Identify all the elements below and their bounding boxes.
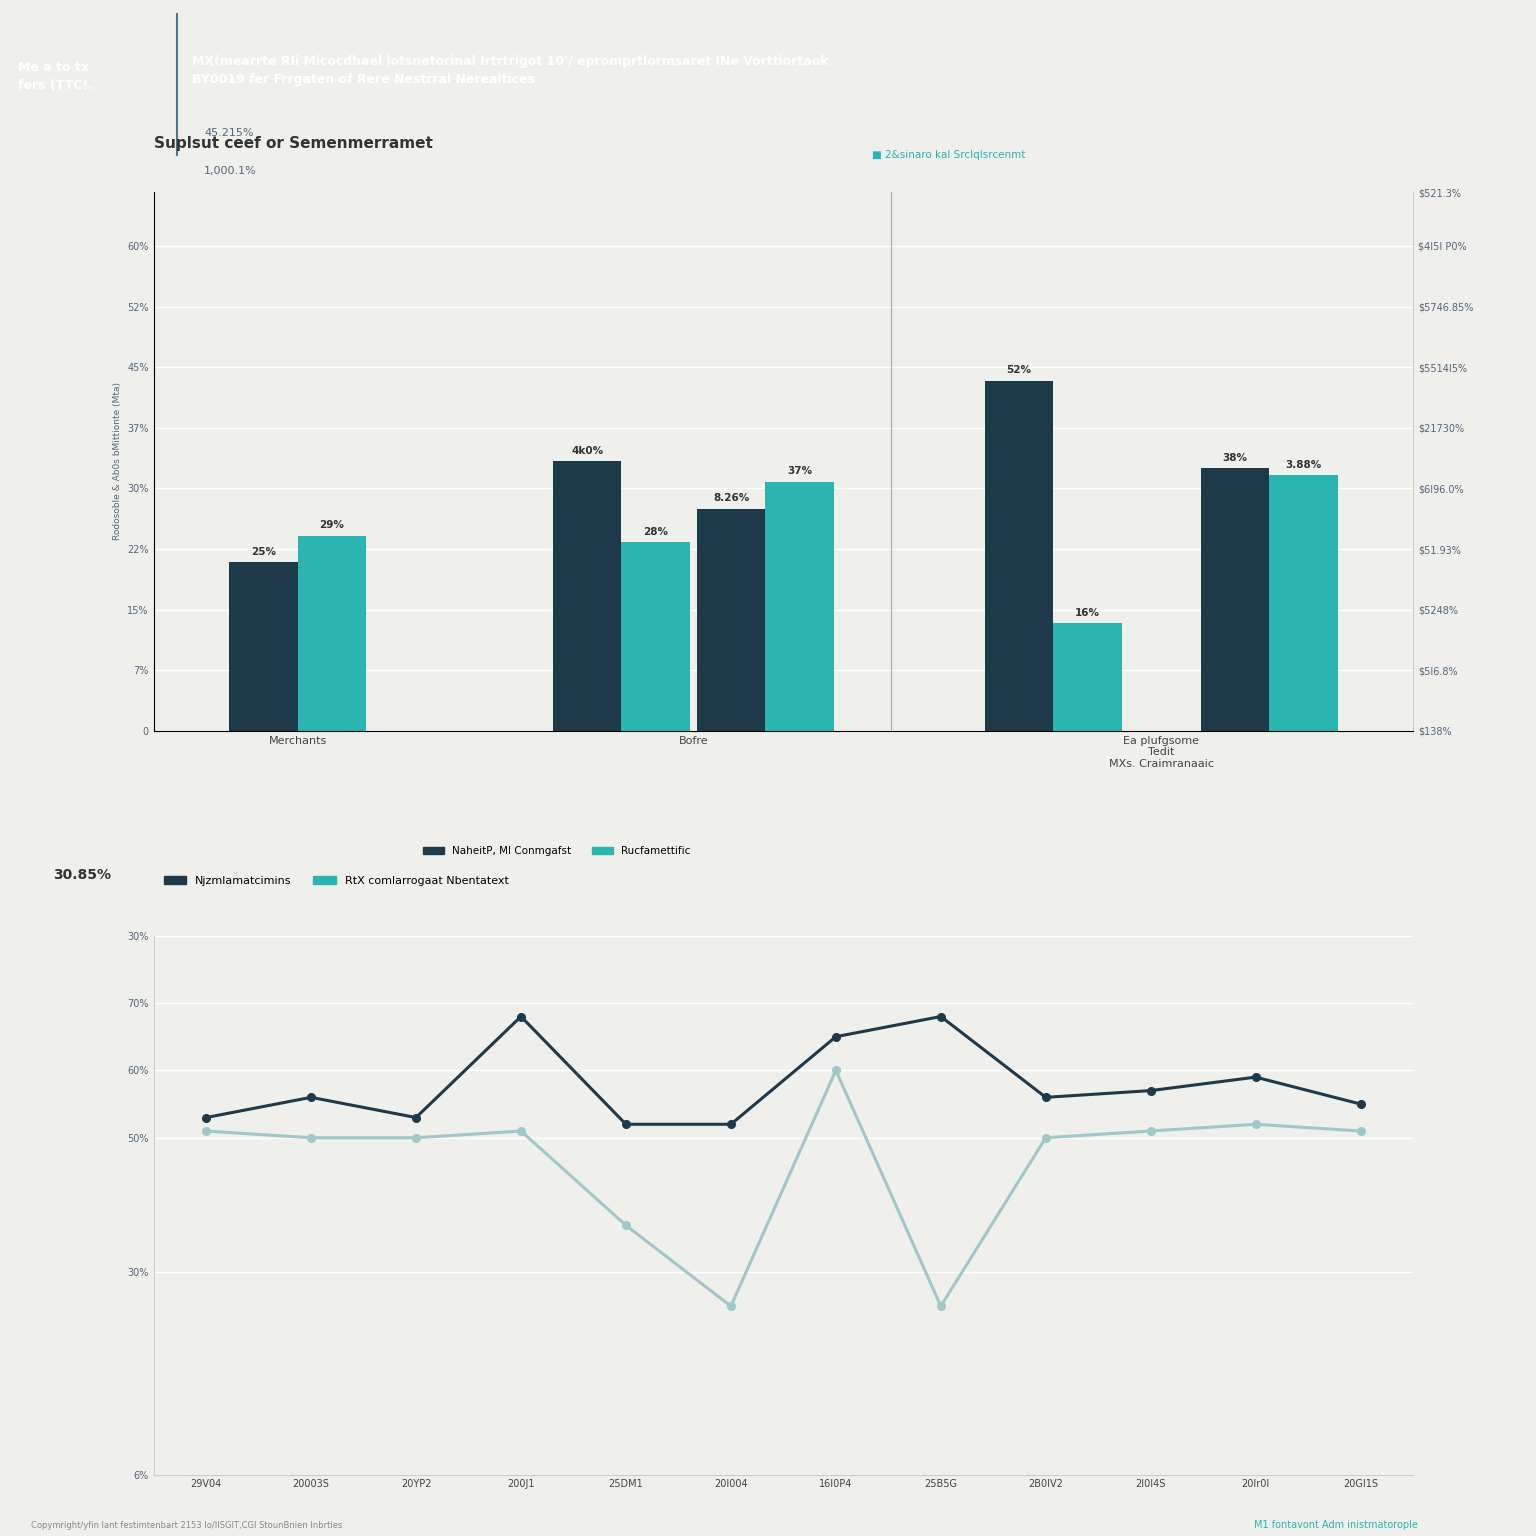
Text: 29%: 29% — [319, 521, 344, 530]
Text: MX(mearrte RIi Micocdhael lotsnetorinal Irtrtrigot 10'/ epromprtlormsaret INe Vo: MX(mearrte RIi Micocdhael lotsnetorinal … — [192, 55, 828, 86]
Y-axis label: Rodosoble & Ab0s bMittionte (Mta): Rodosoble & Ab0s bMittionte (Mta) — [112, 382, 121, 541]
Text: 1,000.1%: 1,000.1% — [204, 166, 257, 175]
Bar — [622, 542, 690, 731]
Bar — [985, 381, 1054, 731]
Text: 3.88%: 3.88% — [1286, 459, 1321, 470]
Text: ■ 2&sinaro kal Srclqlsrcenmt: ■ 2&sinaro kal Srclqlsrcenmt — [871, 149, 1025, 160]
Bar — [697, 508, 765, 731]
Bar — [298, 536, 366, 731]
Text: Me a to tx
fers (TTC!.: Me a to tx fers (TTC!. — [18, 60, 94, 92]
Text: 25%: 25% — [250, 547, 276, 558]
Text: Suplsut ceef or Semenmerramet: Suplsut ceef or Semenmerramet — [154, 135, 433, 151]
Text: 45.215%: 45.215% — [204, 127, 253, 138]
Bar — [1269, 475, 1338, 731]
Text: 30.85%: 30.85% — [52, 868, 111, 882]
Text: 38%: 38% — [1223, 453, 1247, 462]
Text: 37%: 37% — [786, 467, 813, 476]
Text: M1 fontavont Adm inistmatorople: M1 fontavont Adm inistmatorople — [1255, 1521, 1418, 1530]
Text: Copymright/yfin lant festimtenbart 2153 Io/IISGIT,CGI StounBnien Inbrties: Copymright/yfin lant festimtenbart 2153 … — [31, 1521, 343, 1530]
Text: 4k0%: 4k0% — [571, 445, 604, 456]
Bar — [765, 482, 834, 731]
Bar — [1054, 624, 1121, 731]
Legend: NaheitP, MI Conmgafst, Rucfamettific: NaheitP, MI Conmgafst, Rucfamettific — [419, 842, 694, 860]
Bar — [1201, 468, 1269, 731]
Bar — [229, 562, 298, 731]
Text: 8.26%: 8.26% — [713, 493, 750, 504]
Text: 16%: 16% — [1075, 608, 1100, 617]
Bar — [553, 461, 622, 731]
Text: 28%: 28% — [644, 527, 668, 538]
Text: 52%: 52% — [1006, 366, 1032, 375]
Legend: Njzmlamatcimins, RtX comlarrogaat Nbentatext: Njzmlamatcimins, RtX comlarrogaat Nbenta… — [160, 871, 513, 889]
